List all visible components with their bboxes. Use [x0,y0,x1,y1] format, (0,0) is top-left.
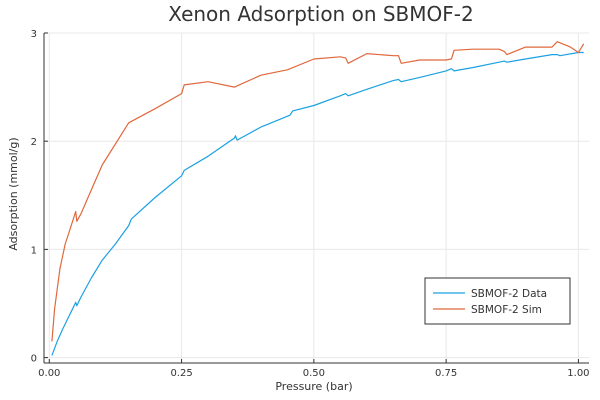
series-line-data [51,51,584,356]
legend-box [424,277,571,325]
grid [44,32,589,363]
series-line-sim [51,41,585,342]
legend-label-data: SBMOF-2 Data [471,288,547,300]
x-tick-label: 0.25 [170,368,192,379]
x-tick-label: 0.00 [38,368,60,379]
y-axis-label: Adsorption (mmol/g) [7,137,20,250]
chart-title: Xenon Adsorption on SBMOF-2 [168,2,473,26]
x-tick-label: 1.00 [567,368,589,379]
x-tick-label: 0.75 [435,368,457,379]
legend-label-sim: SBMOF-2 Sim [471,304,542,316]
legend: SBMOF-2 Data SBMOF-2 Sim [424,277,571,325]
x-axis-label: Pressure (bar) [275,380,352,393]
series-layer [51,41,585,356]
ticks: 0.00 0.25 0.50 0.75 1.00 0 1 2 3 [31,29,590,379]
y-tick-label: 1 [31,245,37,256]
x-tick-label: 0.50 [303,368,325,379]
y-tick-label: 2 [31,137,37,148]
y-tick-label: 0 [31,354,37,365]
y-tick-label: 3 [31,29,37,40]
